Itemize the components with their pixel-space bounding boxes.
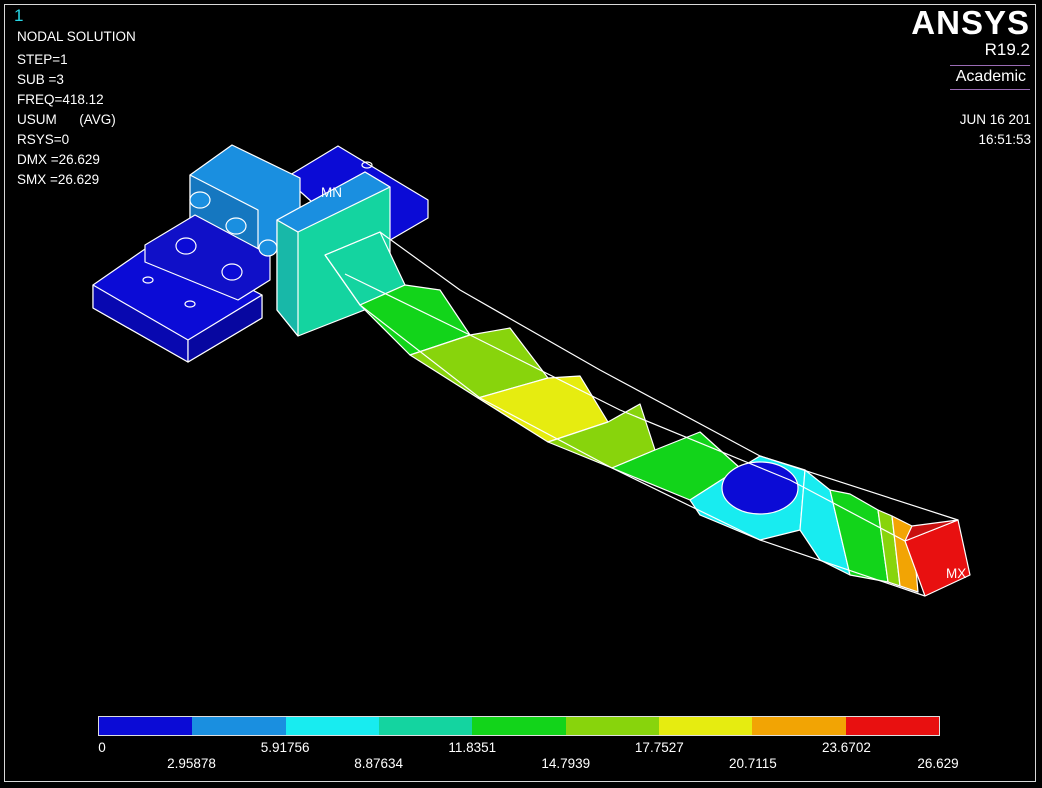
collar-side <box>276 219 299 337</box>
info-dmx: DMX =26.629 <box>17 152 100 167</box>
bolt-head <box>221 263 243 281</box>
bolt-head <box>225 217 247 235</box>
beam-segment <box>477 375 609 443</box>
legend-band <box>845 717 939 735</box>
legend-band <box>99 717 193 735</box>
beam-segment <box>611 431 741 501</box>
legend-tick-label: 2.95878 <box>167 756 216 771</box>
legend-tick-label: 20.7115 <box>728 756 777 771</box>
max-marker: MX <box>946 566 966 581</box>
legend-band <box>472 717 566 735</box>
beam-segment <box>409 327 549 399</box>
edition-badge: Academic <box>949 65 1030 90</box>
ansys-logo: ANSYS <box>911 4 1030 41</box>
legend-band <box>378 717 473 735</box>
ansys-brand: ANSYS R19.2 Academic <box>911 6 1030 90</box>
info-rsys: RSYS=0 <box>17 132 70 147</box>
legend-tick-label: 5.91756 <box>260 740 310 755</box>
collar-top <box>276 171 391 233</box>
fea-model-view: MN MX <box>92 144 971 597</box>
legend-tick-label: 17.7527 <box>634 740 684 755</box>
info-result: USUM (AVG) <box>17 112 116 127</box>
legend-tick-label: 23.6702 <box>822 740 871 755</box>
timestamp: JUN 16 201 16:51:53 <box>960 110 1031 150</box>
beam-min-region <box>721 461 799 515</box>
legend-band <box>565 717 659 735</box>
plate-hole <box>142 276 154 284</box>
beam-edge <box>324 254 926 597</box>
timestamp-time: 16:51:53 <box>978 132 1031 147</box>
bolt-head <box>175 237 197 255</box>
plate-hole <box>361 161 373 169</box>
legend-tick-label: 14.7939 <box>541 756 591 771</box>
contour-legend <box>98 716 940 738</box>
legend-tick-label: 26.629 <box>917 756 959 771</box>
window-number: 1 <box>14 6 24 25</box>
bolt-head <box>258 239 278 257</box>
info-freq: FREQ=418.12 <box>17 92 104 107</box>
clamp-lower <box>144 214 271 301</box>
info-sub: SUB =3 <box>17 72 64 87</box>
beam-edge <box>324 231 959 521</box>
legend-tick-label: 8.87634 <box>354 756 404 771</box>
min-marker: MN <box>321 185 342 200</box>
base-plate-front-edge <box>187 294 263 363</box>
beam-segment <box>359 284 471 356</box>
timestamp-date: JUN 16 201 <box>959 112 1031 127</box>
beam-edge <box>344 273 906 542</box>
beam-segment <box>547 403 656 469</box>
info-step: STEP=1 <box>17 52 68 67</box>
legend-band <box>752 717 846 735</box>
legend-band <box>285 717 379 735</box>
plate-hole <box>184 300 196 308</box>
beam-tip-top <box>904 519 959 542</box>
solution-info-panel: NODAL SOLUTION STEP=1 SUB =3 FREQ=418.12… <box>17 27 136 190</box>
graphics-window-frame <box>4 4 1036 782</box>
legend-color-bar <box>98 716 940 736</box>
legend-band <box>192 717 286 735</box>
ansys-version: R19.2 <box>984 40 1030 59</box>
bolt-head <box>189 191 211 209</box>
solution-title: NODAL SOLUTION <box>17 29 136 44</box>
legend-tick-label: 11.8351 <box>448 740 497 755</box>
legend-tick-label: 0 <box>98 740 106 755</box>
legend-band <box>658 717 753 735</box>
info-smx: SMX =26.629 <box>17 172 100 187</box>
